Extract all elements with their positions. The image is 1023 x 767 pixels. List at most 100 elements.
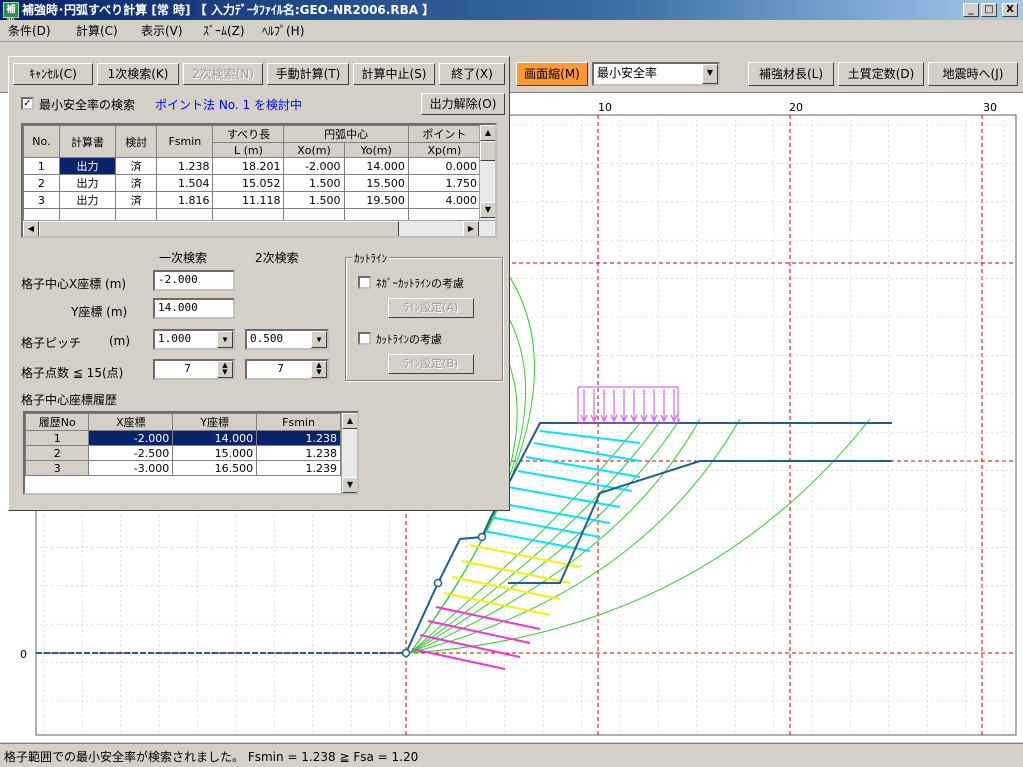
hscroll-thumb[interactable] (39, 221, 399, 236)
pitch-secondary-value: 0.500 (250, 332, 284, 345)
cell: 11.118 (212, 191, 285, 209)
reinforcement-bar (419, 634, 521, 658)
scroll-up-icon[interactable]: ▲ (480, 125, 495, 141)
cell: 0.000 (407, 157, 482, 175)
scroll-right-icon[interactable]: ▶ (463, 221, 479, 236)
grid-center-x-label: 格子中心X座標 (m) (21, 277, 127, 291)
cell: 19.500 (343, 191, 409, 209)
menu-calculate[interactable]: 計算(C) (76, 24, 118, 38)
maximize-button[interactable]: □ (981, 3, 997, 17)
cutline-label: ｶｯﾄﾗｲﾝの考慮 (376, 333, 442, 346)
pitch-secondary-select[interactable]: 0.500 ▼ (245, 329, 329, 350)
menu-zoom[interactable]: ｽﾞｰﾑ(Z) (203, 24, 245, 38)
cutline-checkbox[interactable] (358, 332, 371, 345)
report-cell[interactable]: 出力 (58, 157, 117, 175)
slip-circle (409, 420, 661, 654)
scroll-down-icon[interactable]: ▼ (480, 202, 495, 218)
col-history-no: 履歴No (25, 413, 90, 431)
menu-view[interactable]: 表示(V) (141, 24, 183, 38)
cell: 4.000 (407, 191, 482, 209)
calc-panel: ｷｬﾝｾﾙ(C) 1次検索(K) 2次検索(N) 手動計算(T) 計算中止(S)… (8, 56, 510, 511)
end-button[interactable]: 終了(X) (439, 63, 505, 85)
spin-icon[interactable]: ▲ ▼ (217, 361, 233, 378)
col-report: 計算書 (58, 125, 117, 158)
reinforcement-bar (435, 606, 541, 630)
chevron-down-icon[interactable]: ▼ (311, 331, 327, 348)
x-tick-20: 20 (789, 101, 803, 114)
cell: -3.000 (88, 460, 174, 476)
cell: 済 (115, 157, 158, 175)
close-button[interactable]: X (1002, 3, 1018, 17)
slip-circle (409, 418, 681, 654)
y-tick-0: 0 (20, 648, 27, 661)
table-row[interactable]: 2 出力 済 1.504 15.052 1.500 15.500 1.750 (23, 174, 482, 192)
scroll-left-icon[interactable]: ◀ (23, 221, 39, 236)
history-row[interactable]: 1 -2.000 14.000 1.238 (25, 430, 341, 446)
seismic-button[interactable]: 地震時へ(J) (928, 62, 1018, 86)
cell: 1.238 (156, 157, 214, 175)
reinforcement-bar (539, 430, 641, 444)
section-drawing: 10 20 30 0 (20, 101, 1017, 736)
cell: 3 (25, 460, 90, 476)
report-cell[interactable]: 出力 (58, 191, 117, 209)
history-vscroll[interactable]: ▲ ▼ (341, 413, 357, 493)
reinforcement-bar (533, 442, 641, 462)
mode-select[interactable]: 最小安全率 ▼ (592, 62, 720, 86)
load-arrow-head (610, 414, 618, 423)
report-cell[interactable]: 出力 (58, 174, 117, 192)
reinforcement-bar (451, 576, 561, 600)
menu-conditions[interactable]: 条件(D) (8, 24, 51, 38)
stop-calc-button[interactable]: 計算中止(S) (353, 63, 435, 85)
min-safety-label: 最小安全率の検索 (39, 98, 136, 112)
search2-button[interactable]: 2次検索(N) (183, 63, 263, 85)
grid-center-x-input[interactable]: -2.000 (153, 270, 235, 291)
reinforcement-bar (443, 592, 551, 616)
grid-pitch-label: 格子ピッチ (21, 336, 82, 350)
chevron-down-icon[interactable]: ▼ (217, 331, 233, 348)
cancel-button[interactable]: ｷｬﾝｾﾙ(C) (13, 63, 93, 85)
axis-ticks: 10 20 30 0 (20, 101, 997, 661)
cell: 15.000 (172, 445, 258, 461)
shrink-screen-button[interactable]: 画面縮(M) (516, 62, 588, 86)
history-row[interactable]: 2 -2.500 15.000 1.238 (25, 445, 341, 461)
manual-calc-button[interactable]: 手動計算(T) (267, 63, 349, 85)
min-safety-checkbox[interactable]: ✓ (21, 97, 34, 110)
surcharge-load (577, 386, 679, 424)
cutline-group: ｶｯﾄﾗｲﾝ ﾈｶﾞｰｶｯﾄﾗｲﾝの考慮 ﾗｲﾝ設定(A) ｶｯﾄﾗｲﾝの考慮 … (345, 250, 503, 381)
scroll-up-icon[interactable]: ▲ (342, 413, 357, 429)
cell: 済 (115, 174, 158, 192)
reinforcement-bars (411, 430, 641, 670)
scroll-down-icon[interactable]: ▼ (342, 477, 357, 493)
pitch-primary-select[interactable]: 1.000 ▼ (153, 329, 235, 350)
table-vscroll[interactable]: ▲ ▼ (479, 125, 495, 220)
reinforcement-bar (497, 502, 611, 524)
history-row[interactable]: 3 -3.000 16.500 1.239 (25, 460, 341, 476)
cell: 2 (25, 445, 90, 461)
menu-help[interactable]: ﾍﾙﾌﾟ(H) (262, 24, 305, 38)
table-row[interactable]: 3 出力 済 1.816 11.118 1.500 19.500 4.000 (23, 191, 482, 209)
spin-icon[interactable]: ▲ ▼ (311, 361, 327, 378)
reinforcement-bar (469, 544, 581, 568)
col-xp: Xp(m) (407, 142, 482, 158)
minimize-button[interactable]: _ (963, 3, 979, 17)
cell: 14.000 (343, 157, 409, 175)
table-row[interactable]: 1 出力 済 1.238 18.201 -2.000 14.000 0.000 (23, 157, 482, 175)
col-no: No. (23, 125, 60, 158)
neg-cutline-checkbox[interactable] (358, 276, 371, 289)
cell: 1 (23, 157, 60, 175)
points-secondary-spinner[interactable]: 7 ▲ ▼ (245, 359, 329, 380)
grid-center-y-input[interactable]: 14.000 (153, 298, 235, 319)
output-clear-button[interactable]: 出力解除(O) (421, 93, 505, 115)
status-bar: 格子範囲での最小安全率が検索されました。 Fsmin = 1.238 ≧ Fsa… (0, 743, 1023, 767)
neg-line-settings-button[interactable]: ﾗｲﾝ設定(A) (388, 298, 474, 318)
scroll-thumb[interactable] (480, 141, 495, 161)
chevron-down-icon[interactable]: ▼ (702, 64, 718, 84)
reinforcement-bar (507, 486, 621, 508)
points-primary-spinner[interactable]: 7 ▲ ▼ (153, 359, 235, 380)
soil-constants-button[interactable]: 土質定数(D) (838, 62, 924, 86)
reinforce-length-button[interactable]: 補強材長(L) (748, 62, 834, 86)
table-hscroll[interactable]: ◀ ▶ (23, 220, 495, 236)
slip-circle (409, 418, 741, 654)
search1-button[interactable]: 1次検索(K) (97, 63, 179, 85)
line-settings-button[interactable]: ﾗｲﾝ設定(B) (388, 354, 474, 374)
